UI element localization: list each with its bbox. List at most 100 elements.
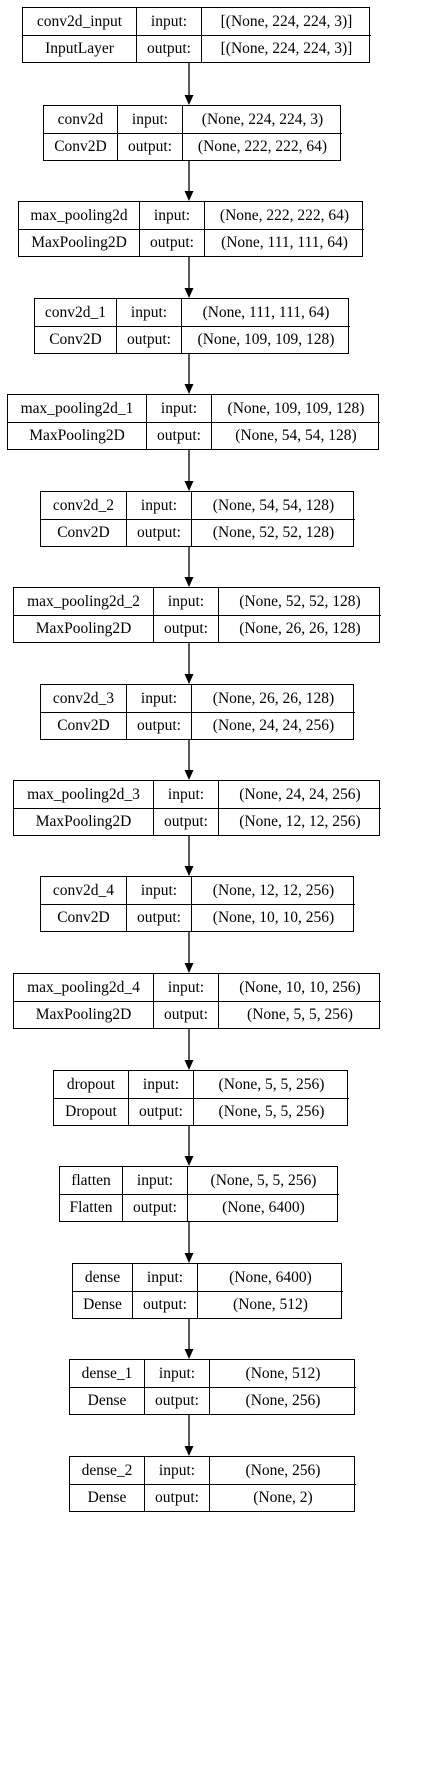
layer-name: conv2d_4 (52, 881, 115, 899)
output-shape: (None, 5, 5, 256) (193, 1099, 349, 1125)
input-label: input: (117, 106, 182, 133)
output-label: output: (126, 713, 191, 739)
input-shape: (None, 109, 109, 128) (211, 395, 380, 422)
layer-input-row: conv2d_4 input: (None, 12, 12, 256) (41, 877, 355, 904)
input-label: input: (146, 395, 211, 422)
layer-node-conv2d_input: conv2d_input input: [(None, 224, 224, 3)] I… (22, 7, 371, 63)
layer-class: Conv2D (49, 331, 102, 348)
layer-input-row: dense_2 input: (None, 256) (70, 1457, 356, 1484)
layer-input-row: max_pooling2d_3 input: (None, 24, 24, 256) (14, 781, 381, 808)
layer-output-row: MaxPooling2D output: (None, 5, 5, 256) (14, 1001, 381, 1028)
layer-node-dense_1: dense_1 input: (None, 512) Dense output: (Non… (69, 1359, 356, 1415)
edge-arrow (184, 1319, 194, 1359)
layer-class: InputLayer (45, 40, 114, 57)
input-shape: (None, 26, 26, 128) (191, 685, 355, 712)
edge-arrow (184, 257, 194, 298)
layer-node-max_pooling2d_3: max_pooling2d_3 input: (None, 24, 24, 256)… (13, 780, 381, 836)
output-shape: [(None, 224, 224, 3)] (201, 36, 371, 62)
layer-input-row: conv2d_3 input: (None, 26, 26, 128) (41, 685, 355, 712)
layer-class: MaxPooling2D (35, 620, 132, 637)
input-shape: (None, 10, 10, 256) (218, 974, 381, 1001)
layer-output-row: Conv2D output: (None, 10, 10, 256) (41, 904, 355, 931)
input-label: input: (136, 8, 201, 35)
edge-arrow (184, 740, 194, 780)
layer-output-row: MaxPooling2D output: (None, 111, 111, 64) (19, 229, 364, 256)
layer-class: Flatten (69, 1199, 113, 1216)
output-label: output: (153, 1002, 218, 1028)
input-shape: (None, 111, 111, 64) (181, 299, 350, 326)
input-label: input: (132, 1264, 197, 1291)
edge-arrow (184, 1126, 194, 1166)
output-label: output: (153, 616, 218, 642)
input-shape: (None, 52, 52, 128) (218, 588, 381, 615)
layer-class: Dense (87, 1392, 127, 1409)
layer-input-row: conv2d input: (None, 224, 224, 3) (44, 106, 342, 133)
layer-output-row: MaxPooling2D output: (None, 26, 26, 128) (14, 615, 381, 642)
edge-arrow (184, 643, 194, 684)
output-label: output: (117, 134, 182, 160)
output-shape: (None, 111, 111, 64) (204, 230, 364, 256)
layer-name: dropout (66, 1075, 116, 1093)
layer-node-max_pooling2d_4: max_pooling2d_4 input: (None, 10, 10, 256)… (13, 973, 381, 1029)
input-shape: (None, 12, 12, 256) (191, 877, 355, 904)
layer-input-row: flatten input: (None, 5, 5, 256) (60, 1167, 339, 1194)
input-label: input: (126, 877, 191, 904)
output-label: output: (146, 423, 211, 449)
output-label: output: (144, 1485, 209, 1511)
layer-node-flatten: flatten input: (None, 5, 5, 256) Flatten out… (59, 1166, 339, 1222)
layer-output-row: MaxPooling2D output: (None, 54, 54, 128) (8, 422, 380, 449)
layer-input-row: dense_1 input: (None, 512) (70, 1360, 356, 1387)
layer-class: Conv2D (57, 909, 110, 926)
input-label: input: (153, 974, 218, 1001)
output-label: output: (139, 230, 204, 256)
output-shape: (None, 6400) (187, 1195, 339, 1221)
input-label: input: (144, 1457, 209, 1484)
layer-node-dropout: dropout input: (None, 5, 5, 256) Dropout out… (53, 1070, 349, 1126)
layer-class: Conv2D (57, 524, 110, 541)
layer-node-conv2d_4: conv2d_4 input: (None, 12, 12, 256) Conv2D o… (40, 876, 355, 932)
output-shape: (None, 256) (209, 1388, 356, 1414)
input-label: input: (122, 1167, 187, 1194)
layer-class: Conv2D (54, 138, 107, 155)
layer-name: conv2d_input (36, 12, 123, 30)
layer-output-row: Flatten output: (None, 6400) (60, 1194, 339, 1221)
input-shape: (None, 224, 224, 3) (182, 106, 342, 133)
layer-class: MaxPooling2D (35, 813, 132, 830)
layer-class: Dropout (65, 1103, 117, 1120)
input-shape: (None, 222, 222, 64) (204, 202, 364, 229)
output-shape: (None, 109, 109, 128) (181, 327, 350, 353)
edge-arrow (184, 1029, 194, 1070)
input-label: input: (126, 492, 191, 519)
layer-name: max_pooling2d_4 (27, 978, 140, 996)
edge-arrow (184, 1222, 194, 1263)
layer-name: max_pooling2d_2 (27, 592, 140, 610)
input-shape: (None, 6400) (197, 1264, 343, 1291)
output-shape: (None, 222, 222, 64) (182, 134, 342, 160)
layer-input-row: max_pooling2d_2 input: (None, 52, 52, 128) (14, 588, 381, 615)
layer-output-row: Conv2D output: (None, 222, 222, 64) (44, 133, 342, 160)
output-shape: (None, 512) (197, 1292, 343, 1318)
input-shape: (None, 24, 24, 256) (218, 781, 381, 808)
edge-arrow (184, 450, 194, 491)
input-label: input: (139, 202, 204, 229)
layer-output-row: Conv2D output: (None, 109, 109, 128) (35, 326, 350, 353)
output-shape: (None, 10, 10, 256) (191, 905, 355, 931)
output-label: output: (126, 905, 191, 931)
layer-class: MaxPooling2D (35, 1006, 132, 1023)
layer-output-row: Dropout output: (None, 5, 5, 256) (54, 1098, 349, 1125)
layer-output-row: MaxPooling2D output: (None, 12, 12, 256) (14, 808, 381, 835)
input-shape: (None, 5, 5, 256) (187, 1167, 339, 1194)
layer-name: flatten (71, 1171, 111, 1189)
layer-input-row: max_pooling2d_4 input: (None, 10, 10, 256) (14, 974, 381, 1001)
layer-input-row: max_pooling2d_1 input: (None, 109, 109, 12… (8, 395, 380, 422)
output-label: output: (122, 1195, 187, 1221)
layer-name: max_pooling2d_3 (27, 785, 140, 803)
output-label: output: (144, 1388, 209, 1414)
input-label: input: (116, 299, 181, 326)
layer-output-row: Conv2D output: (None, 52, 52, 128) (41, 519, 355, 546)
input-label: input: (126, 685, 191, 712)
layer-name: max_pooling2d_1 (20, 399, 134, 417)
layer-node-max_pooling2d_1: max_pooling2d_1 input: (None, 109, 109, 12… (7, 394, 380, 450)
layer-name: conv2d_3 (52, 689, 115, 707)
layer-class: MaxPooling2D (29, 427, 125, 444)
